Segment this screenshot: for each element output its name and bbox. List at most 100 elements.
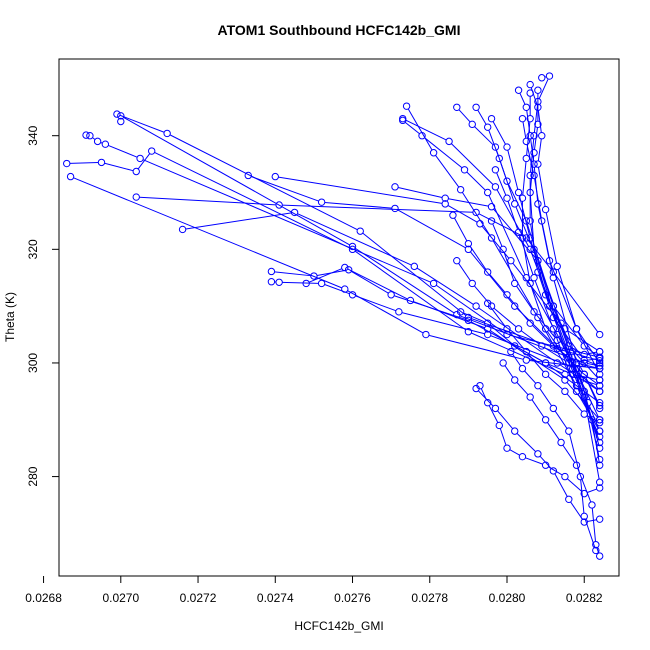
data-point: [595, 416, 604, 424]
data-point: [507, 256, 515, 265]
y-axis-label: Theta (K): [3, 292, 17, 342]
series-line: [528, 353, 544, 373]
series-line: [588, 405, 599, 429]
x-tick-label: 0.0268: [25, 591, 62, 605]
series-line: [577, 393, 599, 429]
series-line: [539, 388, 552, 407]
data-point: [82, 131, 90, 139]
data-point: [511, 342, 519, 350]
series-line: [459, 315, 582, 363]
data-point: [530, 149, 538, 157]
data-point: [595, 370, 604, 379]
data-point: [101, 140, 110, 148]
data-point: [595, 438, 604, 447]
data-point: [538, 74, 546, 82]
data-point: [545, 256, 554, 265]
data-point: [580, 370, 588, 379]
x-tick-label: 0.0280: [489, 591, 526, 605]
data-point: [483, 268, 492, 276]
series-line: [573, 354, 584, 372]
data-point: [511, 376, 519, 384]
data-point: [576, 376, 585, 384]
data-point: [595, 404, 604, 413]
x-axis: 0.0268 0.0270 0.0272 0.0274 0.0276 0.0278 0.02…: [25, 576, 603, 605]
series-line: [507, 150, 519, 190]
series-group: [63, 72, 604, 560]
series-line: [493, 208, 537, 259]
data-point: [595, 381, 604, 390]
series-line: [587, 351, 597, 355]
data-point: [541, 416, 550, 424]
x-tick-label: 0.0278: [411, 591, 448, 605]
series-line: [531, 399, 545, 418]
data-point: [565, 353, 573, 361]
data-point: [595, 387, 604, 396]
data-point: [595, 362, 604, 370]
series-line: [461, 192, 491, 236]
data-point: [595, 356, 604, 365]
data-point: [534, 268, 542, 276]
data-point: [545, 302, 554, 310]
series-line: [137, 153, 151, 170]
series-line: [493, 307, 517, 328]
data-point: [429, 279, 438, 288]
x-axis-label: HCFC142b_GMI: [294, 619, 383, 633]
series-line: [562, 444, 576, 463]
series-line: [550, 263, 576, 327]
data-point: [395, 308, 403, 316]
series-line: [509, 449, 520, 456]
series-line: [139, 196, 276, 206]
data-point: [538, 131, 546, 140]
data-point: [595, 478, 604, 486]
data-point: [472, 208, 480, 217]
data-point: [514, 325, 523, 333]
data-point: [522, 154, 531, 163]
series-line: [512, 353, 522, 367]
data-point: [445, 137, 453, 146]
data-point: [595, 552, 604, 560]
series-line: [458, 263, 471, 282]
data-point: [483, 399, 492, 407]
series-line: [454, 217, 468, 242]
data-point: [526, 171, 534, 180]
series-line: [544, 347, 567, 362]
data-point: [514, 228, 523, 236]
data-point: [391, 183, 399, 191]
data-point: [275, 201, 283, 209]
series-line: [520, 330, 540, 345]
series-line: [463, 312, 485, 323]
data-point: [595, 364, 604, 373]
series-line: [308, 268, 343, 283]
data-point: [460, 166, 469, 174]
data-point: [514, 188, 523, 197]
data-point: [503, 444, 511, 452]
series-line: [574, 370, 598, 390]
data-point: [549, 313, 558, 322]
data-point: [483, 325, 492, 333]
series-line: [478, 213, 524, 237]
series-line: [458, 109, 471, 123]
data-point: [429, 149, 438, 157]
series-line: [274, 271, 311, 277]
series-line: [489, 324, 513, 345]
data-point: [456, 308, 465, 316]
data-point: [522, 347, 531, 356]
series-line: [474, 126, 494, 146]
x-tick-label: 0.0282: [566, 591, 603, 605]
data-point: [387, 291, 395, 299]
data-point: [275, 278, 283, 286]
series-line: [537, 138, 542, 162]
data-point: [63, 159, 71, 168]
series-line: [547, 422, 560, 441]
series-line: [508, 296, 529, 322]
series-line: [355, 295, 397, 312]
series-line: [533, 104, 539, 133]
data-point: [503, 177, 511, 185]
series-line: [492, 223, 503, 247]
series-line: [492, 121, 506, 145]
series-line: [362, 232, 467, 316]
data-point: [86, 131, 94, 140]
series-line: [554, 473, 568, 497]
data-point: [534, 450, 542, 458]
series-line: [547, 376, 563, 390]
